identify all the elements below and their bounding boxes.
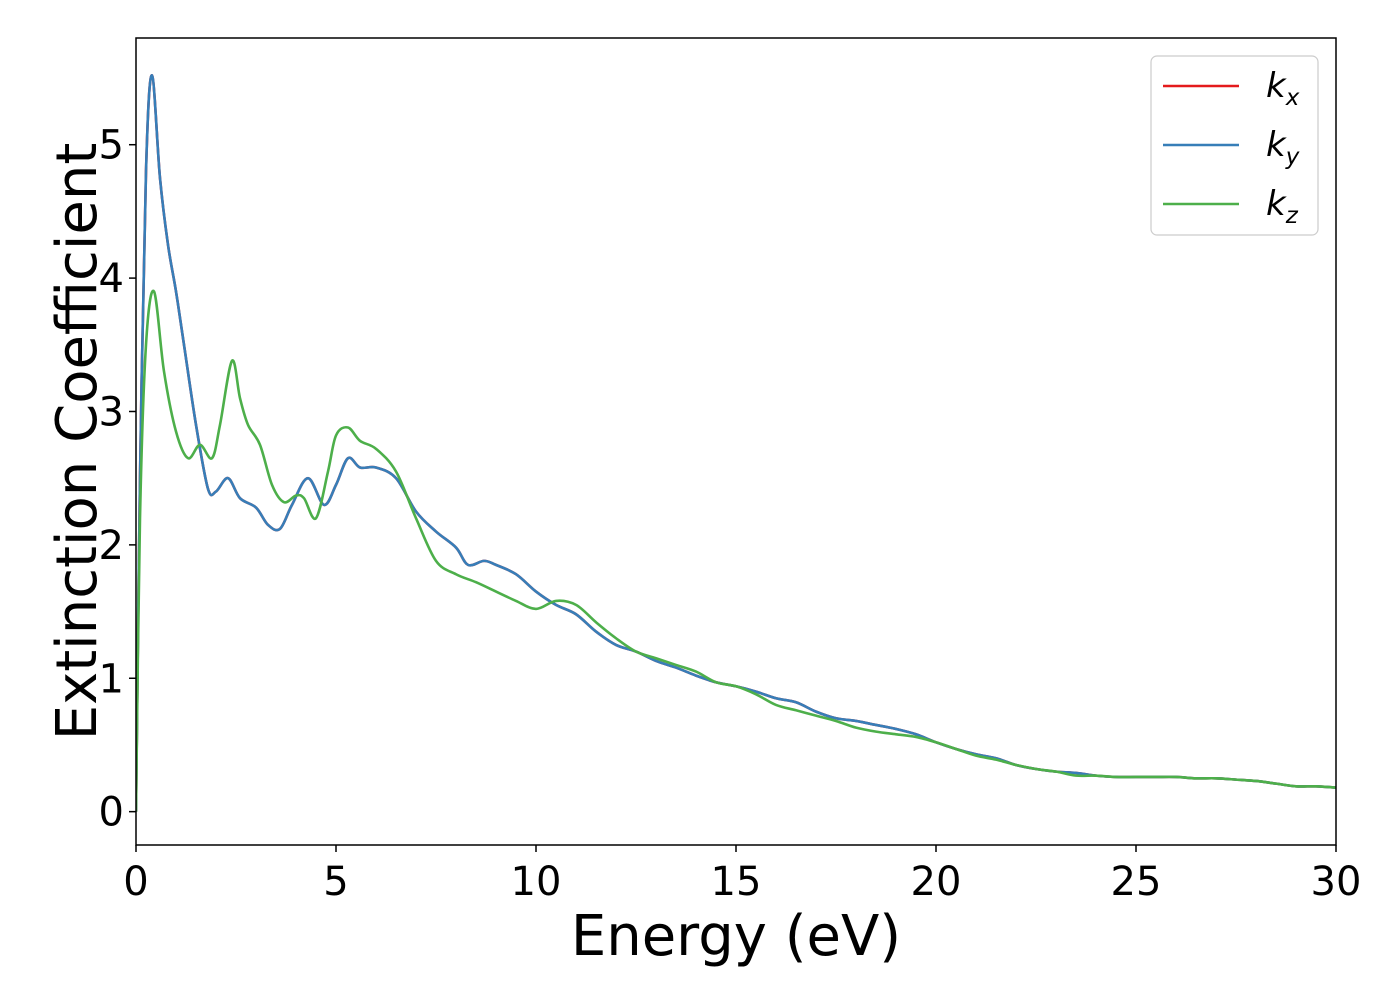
legend-label-subscript: x [1285,85,1300,111]
y-tick-label: 3 [99,389,124,435]
y-tick-label: 0 [99,790,124,836]
x-tick-label: 20 [911,859,962,905]
y-axis-title: Extinction Coefficient [45,143,110,741]
x-tick-label: 30 [1311,859,1362,905]
y-tick-label: 1 [99,656,124,702]
series-line-z [136,289,1336,812]
legend-label-z: kz [1266,184,1299,229]
legend-label-base: k [1266,125,1287,165]
x-tick-label: 15 [711,859,762,905]
x-axis-title: Energy (eV) [571,904,901,969]
legend-label-y: ky [1266,125,1300,170]
x-tick-label: 25 [1111,859,1162,905]
x-tick-label: 0 [123,859,148,905]
y-tick-label: 2 [99,523,124,569]
legend-label-base: k [1266,66,1287,106]
legend-label-x: kx [1266,66,1300,111]
legend-label-subscript: z [1285,203,1299,229]
x-tick-label: 10 [511,859,562,905]
x-axis-ticks: 0 5 10 15 20 25 30 [123,845,1361,905]
x-tick-label: 5 [323,859,348,905]
legend-label-subscript: y [1285,144,1300,170]
plot-lines [136,74,1336,812]
y-tick-label: 5 [99,123,124,169]
y-axis-ticks: 0 1 2 3 4 5 [99,123,136,836]
legend-label-base: k [1266,184,1287,224]
y-tick-label: 4 [99,256,124,302]
